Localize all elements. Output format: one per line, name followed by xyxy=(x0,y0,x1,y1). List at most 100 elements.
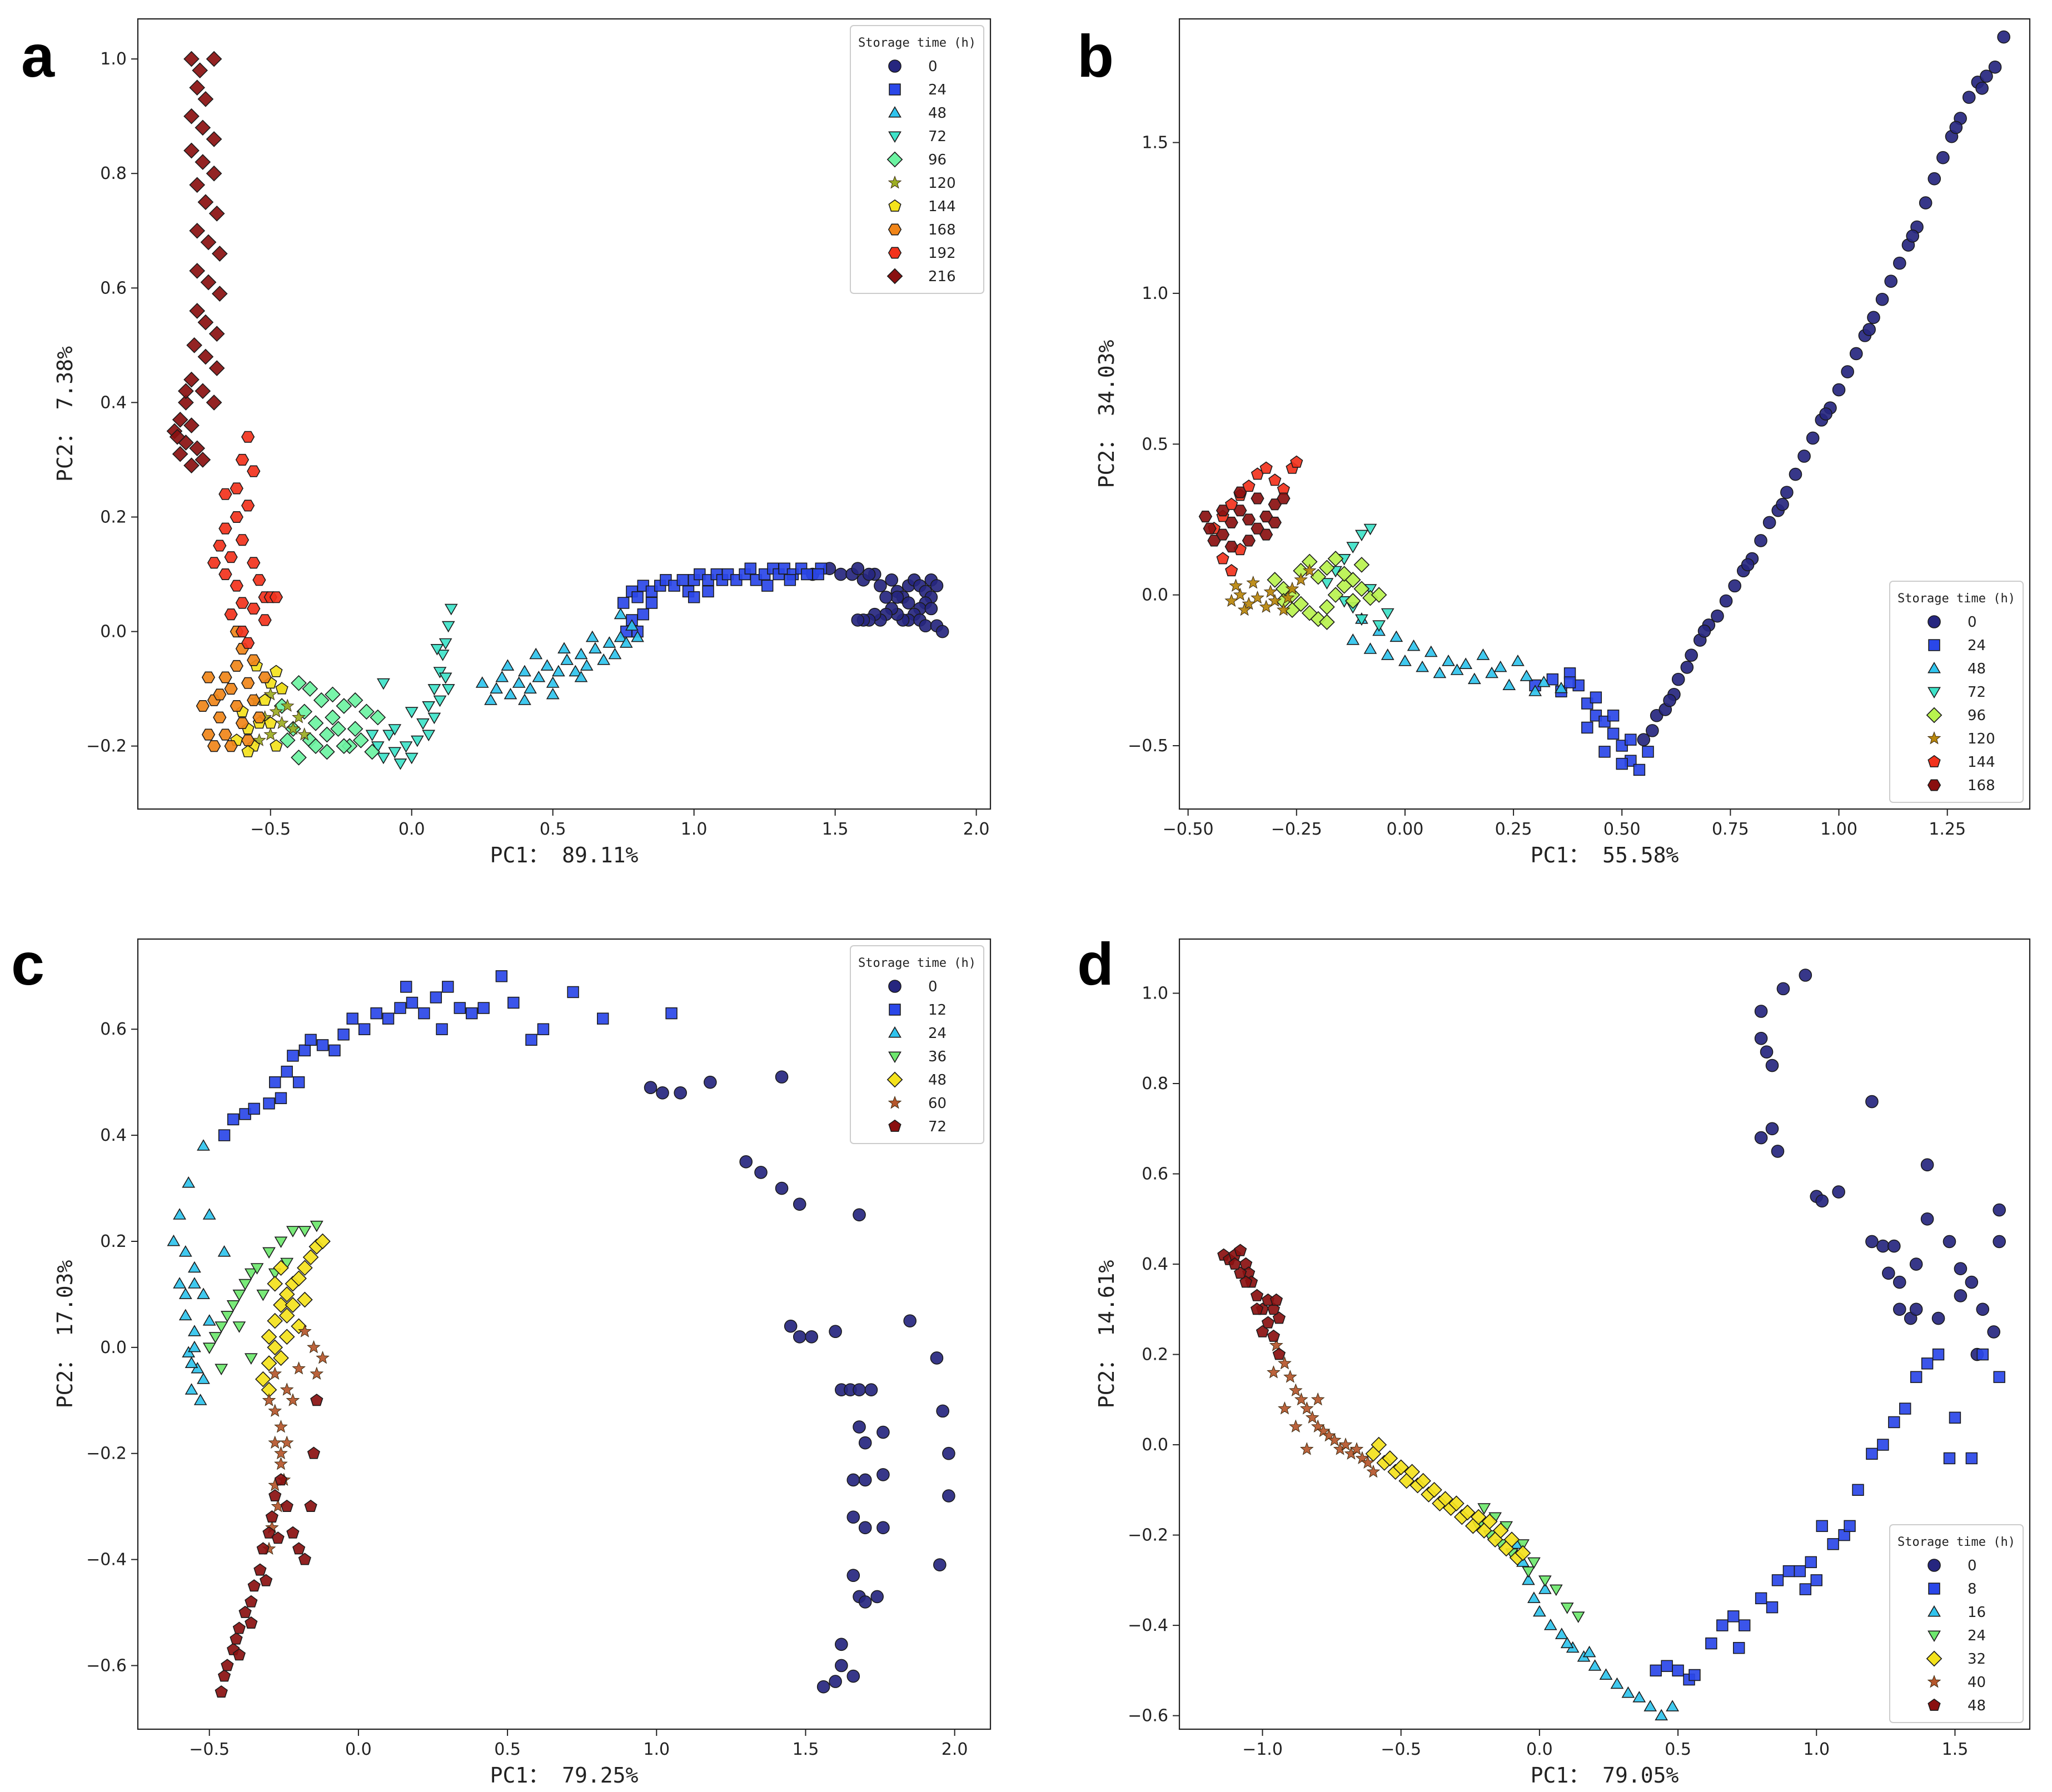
data-point xyxy=(218,728,232,741)
data-point xyxy=(1799,969,1812,982)
data-point xyxy=(280,1435,294,1449)
data-point xyxy=(1515,1545,1531,1561)
y-tick-label: 0.0 xyxy=(100,1338,127,1357)
data-point xyxy=(1832,383,1846,397)
data-point xyxy=(202,1342,216,1354)
data-point xyxy=(1407,639,1421,651)
legend-item: 0 xyxy=(1928,614,1977,631)
data-point xyxy=(273,1260,289,1276)
data-point xyxy=(1283,1370,1297,1383)
data-point xyxy=(268,1435,282,1449)
data-point xyxy=(285,1297,301,1313)
data-point xyxy=(930,579,944,592)
data-point xyxy=(217,1669,231,1682)
y-tick-label: 0.6 xyxy=(1142,1165,1168,1184)
legend-label: 72 xyxy=(928,1119,947,1135)
data-point xyxy=(278,1286,295,1302)
data-point xyxy=(247,1579,261,1592)
data-point xyxy=(846,1473,860,1487)
data-point xyxy=(270,665,283,677)
legend-item: 0 xyxy=(1928,1558,1977,1574)
data-point xyxy=(201,728,216,741)
data-point xyxy=(1361,1455,1375,1469)
panel-a: a −0.5 0.0 0.5 1.0 1.5 2.0 −0.2 0.0 0.2 0.4 0.6 0.8… xyxy=(0,0,1026,896)
data-point xyxy=(1242,535,1256,547)
data-point xyxy=(250,1263,264,1275)
legend-label: 12 xyxy=(928,1002,947,1019)
data-point xyxy=(602,636,616,648)
data-point xyxy=(433,695,447,707)
data-point xyxy=(244,1353,258,1365)
legend: Storage time (h) 0 24 48 72 96 120 144 168 192 216 xyxy=(850,25,984,294)
legend-label: 96 xyxy=(1968,707,1986,724)
data-point xyxy=(631,630,644,642)
data-point xyxy=(226,1300,240,1312)
data-point xyxy=(1882,1266,1895,1280)
legend-label: 168 xyxy=(1968,777,1995,794)
legend-marker xyxy=(888,106,902,118)
y-tick-label: −0.2 xyxy=(86,737,127,756)
data-point xyxy=(388,747,402,759)
data-point xyxy=(557,642,571,653)
data-point xyxy=(1599,1668,1613,1680)
data-point xyxy=(405,752,419,765)
data-point xyxy=(218,671,232,683)
data-point xyxy=(422,730,436,742)
legend-label: 144 xyxy=(928,198,956,215)
data-point xyxy=(248,1102,260,1115)
data-point xyxy=(310,1366,324,1380)
x-tick-label: 1.0 xyxy=(643,1740,670,1759)
y-axis-label: PC2： 14.61% xyxy=(1094,1260,1119,1408)
data-point xyxy=(1381,648,1394,660)
legend-box xyxy=(850,945,984,1144)
legend-marker xyxy=(888,131,902,143)
data-point xyxy=(1797,450,1811,463)
series-32h xyxy=(1365,1436,1531,1566)
data-point xyxy=(347,721,363,737)
data-point xyxy=(1224,541,1238,553)
legend-label: 24 xyxy=(928,82,947,98)
y-tick-label: 0.2 xyxy=(100,1232,127,1251)
data-point xyxy=(1888,1416,1900,1429)
data-point xyxy=(1272,1311,1286,1324)
legend-item: 60 xyxy=(888,1095,947,1112)
data-point xyxy=(942,1446,955,1460)
data-point xyxy=(183,51,200,67)
data-point xyxy=(318,726,335,743)
data-point xyxy=(336,738,352,755)
data-point xyxy=(702,585,714,598)
series-24h xyxy=(1529,667,1654,776)
data-point xyxy=(608,647,622,660)
data-point xyxy=(263,727,278,741)
legend-item: 16 xyxy=(1928,1604,1986,1621)
data-point xyxy=(183,371,200,388)
data-point xyxy=(580,659,594,671)
legend-item: 24 xyxy=(889,82,947,98)
x-tick-label: 0.5 xyxy=(494,1740,521,1759)
series-96h xyxy=(273,675,386,766)
data-point xyxy=(1294,572,1308,586)
data-point xyxy=(256,1542,270,1555)
data-point xyxy=(245,1616,258,1629)
data-point xyxy=(1543,1619,1557,1630)
data-point xyxy=(215,1685,228,1698)
series-192h xyxy=(207,431,283,649)
data-point xyxy=(1269,1338,1283,1351)
data-point xyxy=(297,1291,313,1308)
data-point xyxy=(346,1012,358,1025)
legend-label: 60 xyxy=(928,1095,947,1112)
data-point xyxy=(524,682,537,694)
data-point xyxy=(173,1277,186,1289)
data-point xyxy=(619,636,633,648)
data-point xyxy=(1346,633,1360,645)
data-point xyxy=(801,568,813,581)
data-point xyxy=(230,580,243,592)
data-point xyxy=(1502,678,1516,690)
legend-item: 48 xyxy=(1928,661,1986,677)
data-point xyxy=(942,1489,955,1503)
data-point xyxy=(232,1648,246,1661)
data-point xyxy=(430,644,444,656)
data-point xyxy=(1560,1636,1574,1649)
data-point xyxy=(227,1113,240,1126)
legend-item: 144 xyxy=(1928,754,1995,771)
